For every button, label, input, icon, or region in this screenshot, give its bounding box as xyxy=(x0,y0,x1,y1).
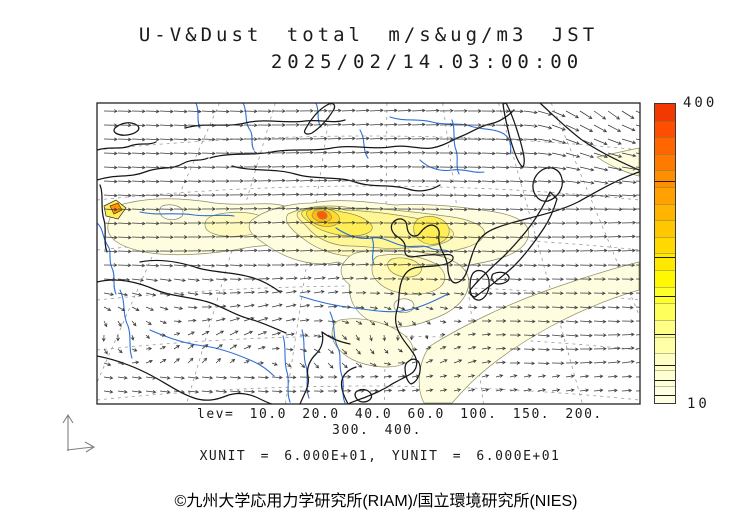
colorbar-segment xyxy=(655,303,675,320)
colorbar-level-line xyxy=(655,295,675,297)
colorbar xyxy=(654,103,676,404)
map-frame xyxy=(96,102,641,405)
wind-vectors xyxy=(101,108,640,394)
colorbar-segment xyxy=(655,170,675,188)
colorbar-segment xyxy=(655,270,675,287)
colorbar-min-label: 10 xyxy=(687,396,710,412)
colorbar-segment xyxy=(655,353,675,370)
colorbar-segment xyxy=(655,137,675,154)
chart-title: U-V&Dust total m/s&ug/m3 JST xyxy=(138,24,599,46)
colorbar-segment xyxy=(655,336,675,354)
colorbar-segment xyxy=(655,120,675,138)
colorbar-level-line xyxy=(655,395,675,397)
colorbar-level-line xyxy=(655,380,675,381)
colorbar-level-line xyxy=(655,364,675,366)
colorbar-max-label: 400 xyxy=(683,95,718,111)
colorbar-segment xyxy=(655,253,675,271)
units-label: XUNIT = 6.000E+01, YUNIT = 6.000E+01 xyxy=(199,449,561,464)
copyright-text: ©九州大学応用力学研究所(RIAM)/国立環境研究所(NIES) xyxy=(174,493,578,510)
colorbar-segment xyxy=(655,236,675,254)
rivers xyxy=(97,103,512,404)
colorbar-segment xyxy=(655,369,675,387)
colorbar-level-line xyxy=(655,257,675,259)
colorbar-segment xyxy=(655,153,675,171)
colorbar-level-line xyxy=(655,334,675,335)
colorbar-segment xyxy=(655,386,675,403)
colorbar-segment xyxy=(655,104,675,121)
colorbar-level-line xyxy=(655,180,675,182)
colorbar-segment xyxy=(655,187,675,204)
axes-indicator-icon xyxy=(62,413,96,453)
colorbar-segment xyxy=(655,220,675,237)
chart-datetime: 2025/02/14.03:00:00 xyxy=(270,51,584,73)
colorbar-segment xyxy=(655,286,675,304)
colorbar-segment xyxy=(655,203,675,221)
contour-levels-line2: 300. 400. xyxy=(332,423,422,438)
colorbar-segment xyxy=(655,319,675,337)
map-layers xyxy=(97,103,640,404)
contour-levels-line1: lev= 10.0 20.0 40.0 60.0 100. 150. 200. xyxy=(197,407,603,422)
